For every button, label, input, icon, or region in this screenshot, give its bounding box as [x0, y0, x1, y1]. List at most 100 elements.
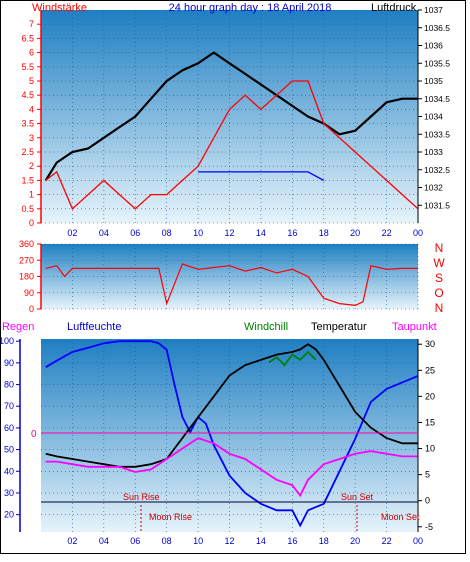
compass-letter: N [435, 241, 444, 255]
wind-tick-label: 0 [29, 218, 34, 228]
time-tick-label: 10 [193, 228, 203, 238]
pressure-tick-label: 1033 [424, 147, 443, 157]
wind-tick-label: 4 [29, 104, 34, 114]
wind-tick-label: 5 [29, 76, 34, 86]
time-tick-label: 00 [413, 228, 423, 238]
temperature-tick-label: 20 [425, 391, 435, 401]
direction-tick-labels: 0 90 180 270 360 [19, 239, 41, 314]
humidity-tick-labels: 20 30 40 50 60 70 80 90 100 [0, 336, 20, 520]
pressure-tick-label: 1033.5 [424, 129, 450, 139]
time-tick-label: 00 [413, 536, 423, 546]
pressure-series-line [44, 51, 418, 181]
compass-letter: W [433, 256, 445, 270]
humidity-tick-label: 100 [0, 336, 14, 346]
pressure-tick-label: 1034 [424, 112, 443, 122]
humidity-legend-label: Luftfeuchte [67, 321, 121, 333]
pressure-tick-label: 1035 [424, 76, 443, 86]
temperature-humidity-series [45, 340, 419, 528]
pressure-tick-label: 1037 [424, 5, 443, 15]
temperature-tick-label: 10 [425, 444, 435, 454]
pressure-tick-label: 1036 [424, 41, 443, 51]
wind-tick-label: 0.5 [21, 204, 34, 214]
time-tick-label: 18 [319, 228, 329, 238]
dewpoint-series-line [45, 437, 418, 498]
direction-tick-label: 90 [24, 288, 34, 298]
pressure-tick-label: 1036.5 [424, 23, 450, 33]
time-tick-label: 08 [162, 536, 172, 546]
windchill-series-line [268, 350, 317, 367]
time-tick-label: 20 [350, 536, 360, 546]
moon-set-label: Moon Set [381, 512, 420, 522]
wind-direction-grid [41, 243, 419, 310]
windchill-legend-label: Windchill [244, 321, 288, 333]
humidity-tick-label: 60 [4, 423, 14, 433]
temperature-tick-label: 0 [425, 496, 430, 506]
chart-title: 24 hour graph day : 18 April 2018 [169, 2, 332, 14]
time-tick-label: 10 [193, 536, 203, 546]
temperature-tick-label: 25 [425, 365, 435, 375]
wind-pressure-plot-area [41, 10, 418, 223]
sun-rise-label: Sun Rise [123, 492, 160, 502]
time-tick-label: 18 [319, 536, 329, 546]
time-tick-label: 14 [256, 228, 266, 238]
humidity-tick-label: 20 [4, 510, 14, 520]
wind-tick-label: 6.5 [21, 33, 34, 43]
temperature-legend-label: Temperatur [311, 321, 367, 333]
time-tick-label: 16 [287, 228, 297, 238]
pressure-tick-label: 1031.5 [424, 200, 450, 210]
humidity-tick-label: 50 [4, 445, 14, 455]
wind-tick-label: 1 [29, 190, 34, 200]
wind-direction-series-line [45, 263, 418, 307]
time-tick-label: 02 [67, 536, 77, 546]
time-tick-label: 16 [287, 536, 297, 546]
wind-pressure-series [44, 51, 419, 210]
wind-tick-label: 4.5 [21, 90, 34, 100]
time-tick-label: 14 [256, 536, 266, 546]
time-tick-label: 22 [382, 228, 392, 238]
wind-direction-series [45, 263, 418, 307]
temperature-humidity-panel: Regen Luftfeuchte Windchill Temperatur T… [0, 321, 437, 546]
wind-tick-label: 5.5 [21, 62, 34, 72]
dewpoint-legend-label: Taupunkt [392, 321, 437, 333]
wind-tick-label: 7 [29, 19, 34, 29]
compass-letter: N [435, 301, 444, 315]
temperature-series-line [45, 343, 418, 468]
humidity-tick-label: 80 [4, 380, 14, 390]
wind-tick-labels: 0 0.5 1 1.5 2 2.5 3 3.5 4 4.5 5 5.5 6 6.5 7 [21, 19, 41, 228]
sun-set-label: Sun Set [341, 492, 374, 502]
humidity-tick-label: 30 [4, 488, 14, 498]
direction-tick-label: 360 [19, 239, 34, 249]
direction-tick-label: 270 [19, 255, 34, 265]
compass-letter: S [435, 271, 443, 285]
time-tick-label: 08 [162, 228, 172, 238]
wind-pressure-grid [41, 10, 419, 224]
time-tick-label: 02 [67, 228, 77, 238]
pressure-tick-labels: 1031.5 1032 1032.5 1033 1033.5 1034 1034.5 1035… [418, 5, 450, 210]
humidity-series-line [45, 340, 419, 528]
temperature-humidity-time-labels: 02 04 06 08 10 12 14 16 18 20 22 00 [67, 536, 423, 546]
wind-pressure-time-labels: 02 04 06 08 10 12 14 16 18 20 22 00 [67, 228, 423, 238]
time-tick-label: 12 [224, 536, 234, 546]
humidity-tick-label: 70 [4, 401, 14, 411]
temperature-tick-labels: -5 0 5 10 15 20 25 30 [418, 339, 435, 532]
wind-tick-label: 3.5 [21, 119, 34, 129]
time-tick-label: 12 [224, 228, 234, 238]
wind-axis-title: Windstärke [32, 2, 87, 14]
direction-tick-label: 0 [29, 304, 34, 314]
rain-axis-title: Regen [2, 321, 34, 333]
wind-mean-series-line [198, 171, 325, 181]
wind-tick-label: 2 [29, 161, 34, 171]
temperature-tick-label: 15 [425, 417, 435, 427]
compass-letter: O [434, 286, 443, 300]
time-tick-label: 06 [130, 228, 140, 238]
rain-zero-label: 0 [31, 429, 37, 440]
time-tick-label: 04 [99, 228, 109, 238]
wind-pressure-panel: 0 0.5 1 1.5 2 2.5 3 3.5 4 4.5 5 5.5 6 6.5 7 1031.5 1032… [21, 2, 450, 238]
wind-series-line [45, 80, 419, 210]
time-tick-label: 04 [99, 536, 109, 546]
wind-tick-label: 3 [29, 133, 34, 143]
wind-tick-label: 1.5 [21, 175, 34, 185]
